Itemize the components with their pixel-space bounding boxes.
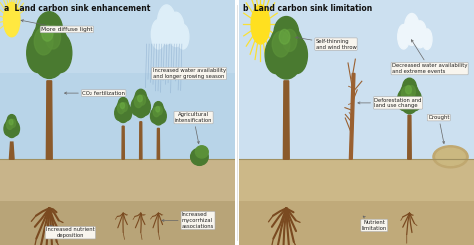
Circle shape — [414, 21, 427, 48]
Ellipse shape — [115, 106, 123, 120]
Polygon shape — [408, 115, 411, 159]
Ellipse shape — [153, 107, 160, 117]
Ellipse shape — [10, 119, 16, 127]
Ellipse shape — [405, 86, 411, 94]
Polygon shape — [9, 142, 14, 159]
Ellipse shape — [191, 148, 208, 165]
Polygon shape — [122, 126, 124, 159]
Ellipse shape — [7, 120, 13, 129]
Text: Increased
mycorrhizal
associations: Increased mycorrhizal associations — [162, 212, 214, 229]
Bar — [239, 159, 474, 245]
Text: Increased water availability
and longer growing season: Increased water availability and longer … — [153, 68, 226, 79]
Polygon shape — [349, 74, 355, 159]
Ellipse shape — [279, 29, 290, 44]
Ellipse shape — [27, 33, 49, 73]
Bar — [239, 201, 474, 245]
Ellipse shape — [137, 95, 142, 102]
Text: CO₂ fertilization: CO₂ fertilization — [64, 91, 125, 96]
Circle shape — [3, 2, 20, 37]
Ellipse shape — [408, 86, 415, 98]
Circle shape — [404, 13, 419, 45]
Bar — [0, 159, 235, 245]
Ellipse shape — [283, 29, 297, 51]
Text: b  Land carbon sink limitation: b Land carbon sink limitation — [243, 4, 372, 13]
Polygon shape — [157, 128, 160, 159]
Ellipse shape — [7, 115, 16, 127]
Ellipse shape — [410, 90, 421, 110]
Ellipse shape — [139, 95, 146, 105]
Ellipse shape — [401, 86, 411, 101]
Ellipse shape — [265, 37, 286, 74]
Circle shape — [168, 12, 184, 47]
Ellipse shape — [150, 109, 158, 123]
Ellipse shape — [436, 148, 465, 165]
Ellipse shape — [123, 106, 132, 120]
Ellipse shape — [158, 109, 166, 123]
Ellipse shape — [400, 82, 419, 114]
Ellipse shape — [141, 98, 150, 115]
Ellipse shape — [122, 103, 128, 111]
Bar — [0, 0, 235, 74]
Circle shape — [151, 20, 165, 49]
Ellipse shape — [131, 98, 141, 115]
Ellipse shape — [4, 122, 12, 135]
Ellipse shape — [5, 117, 18, 137]
Text: Drought: Drought — [428, 115, 449, 144]
Text: Nutrient
limitation: Nutrient limitation — [362, 216, 387, 231]
Ellipse shape — [133, 93, 149, 118]
Ellipse shape — [152, 104, 165, 125]
Circle shape — [157, 5, 176, 44]
Ellipse shape — [46, 25, 61, 49]
Text: Increased nutrient
deposition: Increased nutrient deposition — [46, 225, 95, 238]
Ellipse shape — [135, 96, 142, 108]
Ellipse shape — [42, 25, 53, 41]
Ellipse shape — [120, 103, 125, 109]
Text: a  Land carbon sink enhancement: a Land carbon sink enhancement — [3, 4, 150, 13]
Ellipse shape — [402, 78, 417, 97]
Polygon shape — [283, 81, 289, 159]
Ellipse shape — [9, 119, 13, 125]
Ellipse shape — [12, 122, 19, 135]
Ellipse shape — [116, 100, 130, 122]
Text: More diffuse light: More diffuse light — [21, 20, 93, 32]
Ellipse shape — [286, 37, 308, 74]
Ellipse shape — [135, 89, 146, 104]
Ellipse shape — [118, 98, 128, 111]
Text: Agricultural
intensification: Agricultural intensification — [175, 112, 212, 144]
Text: Decreased water availability
and extreme events: Decreased water availability and extreme… — [392, 40, 467, 74]
Text: Deforestation and
land use change: Deforestation and land use change — [358, 98, 422, 108]
Ellipse shape — [269, 24, 304, 79]
Ellipse shape — [154, 102, 163, 114]
Polygon shape — [46, 81, 52, 159]
Ellipse shape — [195, 146, 208, 158]
Ellipse shape — [34, 27, 53, 55]
Bar — [0, 201, 235, 245]
Ellipse shape — [30, 20, 68, 78]
Ellipse shape — [156, 106, 160, 112]
Bar — [239, 0, 474, 167]
Ellipse shape — [36, 12, 63, 47]
Bar — [0, 0, 235, 167]
Ellipse shape — [398, 90, 410, 110]
Ellipse shape — [433, 146, 468, 168]
Ellipse shape — [274, 17, 299, 49]
Ellipse shape — [272, 31, 290, 57]
Ellipse shape — [49, 33, 72, 73]
Polygon shape — [140, 122, 142, 159]
Text: Self-thinning
and wind throw: Self-thinning and wind throw — [296, 37, 356, 49]
Ellipse shape — [118, 103, 125, 114]
Circle shape — [422, 29, 432, 49]
Ellipse shape — [157, 106, 162, 115]
Circle shape — [177, 24, 189, 49]
Circle shape — [251, 5, 270, 44]
Circle shape — [398, 24, 410, 49]
